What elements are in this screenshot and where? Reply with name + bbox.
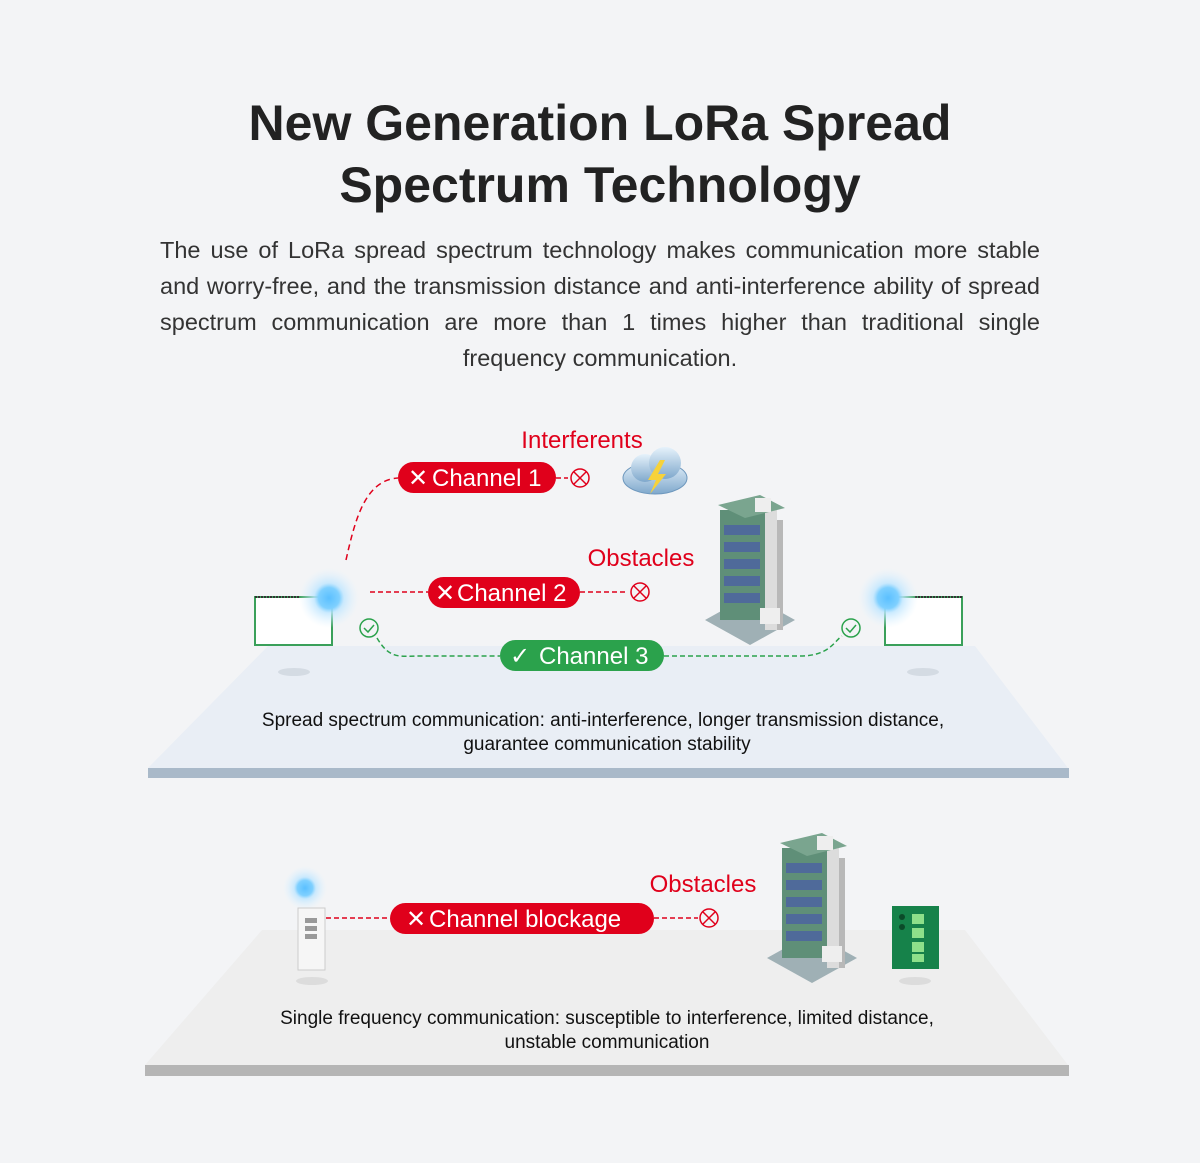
ok-icon	[359, 618, 861, 638]
x-icon: ✕	[406, 906, 426, 933]
page-title: New Generation LoRa Spread Spectrum Tech…	[0, 92, 1200, 216]
single-caption-line-2: unstable communication	[505, 1032, 710, 1053]
circuit-board-icon	[892, 906, 939, 969]
spread-spectrum-platform	[148, 646, 1069, 778]
signal-icon	[283, 866, 327, 910]
building-icon	[705, 495, 795, 645]
single-caption-line-1: Single frequency communication: suscepti…	[280, 1008, 934, 1029]
svg-text:Channel 2: Channel 2	[457, 580, 566, 607]
interferents-label: Interferents	[521, 427, 642, 454]
check-icon: ✓	[510, 643, 530, 670]
channel-2-pill: ✕ Channel 2	[428, 577, 580, 608]
signal-icon	[858, 568, 918, 628]
blocked-icon	[630, 582, 650, 602]
description: The use of LoRa spread spectrum technolo…	[160, 237, 1040, 371]
svg-text:Channel blockage: Channel blockage	[429, 906, 621, 933]
spread-caption-line-1: Spread spectrum communication: anti-inte…	[262, 710, 944, 731]
signal-icon	[299, 568, 359, 628]
spread-caption-line-2: guarantee communication stability	[463, 734, 751, 755]
svg-text:Channel 3: Channel 3	[539, 643, 648, 670]
single-frequency-device	[283, 866, 327, 971]
obstacles-label: Obstacles	[588, 545, 695, 572]
lora-module-right	[858, 568, 963, 646]
obstacles-label: Obstacles	[650, 871, 757, 898]
lora-module-left	[254, 568, 359, 646]
building-icon	[767, 833, 857, 983]
channel-blockage-pill: ✕ Channel blockage	[390, 903, 654, 934]
thunder-cloud-icon	[622, 447, 688, 495]
svg-text:Channel 1: Channel 1	[432, 465, 541, 492]
x-icon: ✕	[408, 465, 428, 492]
x-icon: ✕	[435, 580, 455, 607]
channel-3-pill: ✓ Channel 3	[500, 640, 664, 671]
channel-1-pill: ✕ Channel 1	[398, 462, 556, 493]
title-line-1: New Generation LoRa Spread	[248, 95, 952, 151]
blocked-icon	[570, 468, 590, 488]
title-line-2: Spectrum Technology	[339, 157, 861, 213]
blocked-icon	[699, 908, 719, 928]
